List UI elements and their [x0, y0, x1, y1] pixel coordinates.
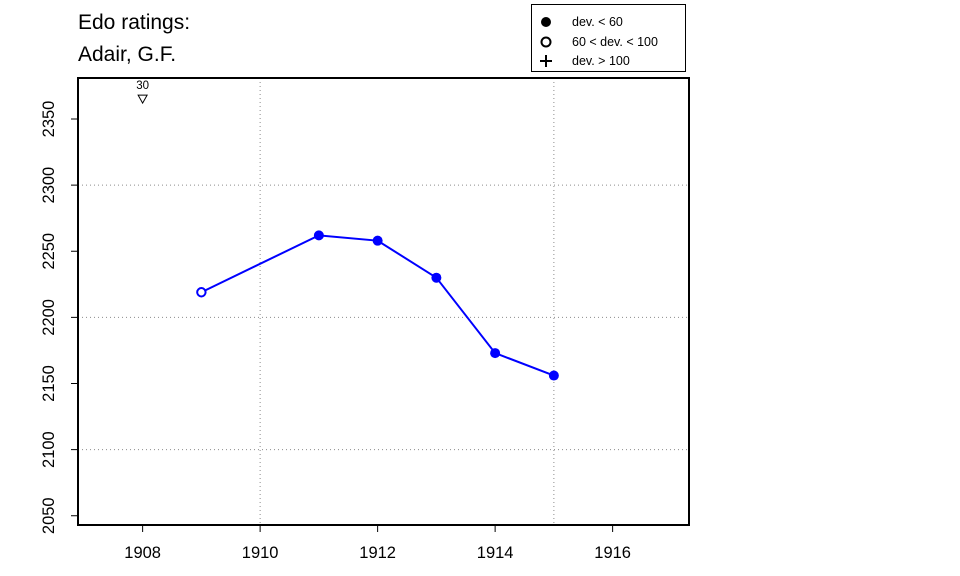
triangle-down-marker — [137, 94, 148, 105]
data-point — [548, 370, 559, 381]
plus-icon — [540, 55, 552, 67]
y-tick-label: 2250 — [40, 233, 58, 270]
y-tick-label: 2350 — [40, 101, 58, 138]
y-tick-label: 2100 — [40, 431, 58, 468]
legend-item-dev-60-to-100: 60 < dev. < 100 — [532, 34, 685, 50]
y-tick-label: 2200 — [40, 299, 58, 336]
data-point — [490, 348, 501, 359]
series-line — [200, 234, 555, 377]
y-tick-label: 2150 — [40, 365, 58, 402]
chart-title-line-1: Edo ratings: — [78, 11, 191, 34]
legend-label: 60 < dev. < 100 — [572, 35, 658, 49]
data-point — [431, 272, 442, 283]
data-point — [372, 235, 383, 246]
data-point-open — [196, 287, 207, 298]
open-circle-icon — [540, 36, 552, 48]
x-tick-label: 1912 — [359, 544, 396, 562]
y-tick-label: 2300 — [40, 167, 58, 204]
chart-title-line-2: Adair, G.F. — [78, 43, 177, 66]
legend-item-dev-under-60: dev. < 60 — [532, 14, 685, 30]
x-tick-label: 1908 — [124, 544, 161, 562]
legend-item-dev-over-100: dev. > 100 — [532, 53, 685, 69]
y-tick-label: 2050 — [40, 497, 58, 534]
legend: dev. < 60 60 < dev. < 100 dev. > 100 — [531, 4, 686, 72]
data-point — [313, 230, 324, 241]
legend-label: dev. < 60 — [572, 15, 623, 29]
plot-border — [77, 77, 690, 526]
filled-circle-icon — [541, 17, 551, 27]
x-tick-label: 1910 — [242, 544, 279, 562]
x-tick-label: 1916 — [594, 544, 631, 562]
annotation-label: 30 — [136, 80, 149, 92]
legend-label: dev. > 100 — [572, 54, 630, 68]
x-tick-label: 1914 — [477, 544, 514, 562]
